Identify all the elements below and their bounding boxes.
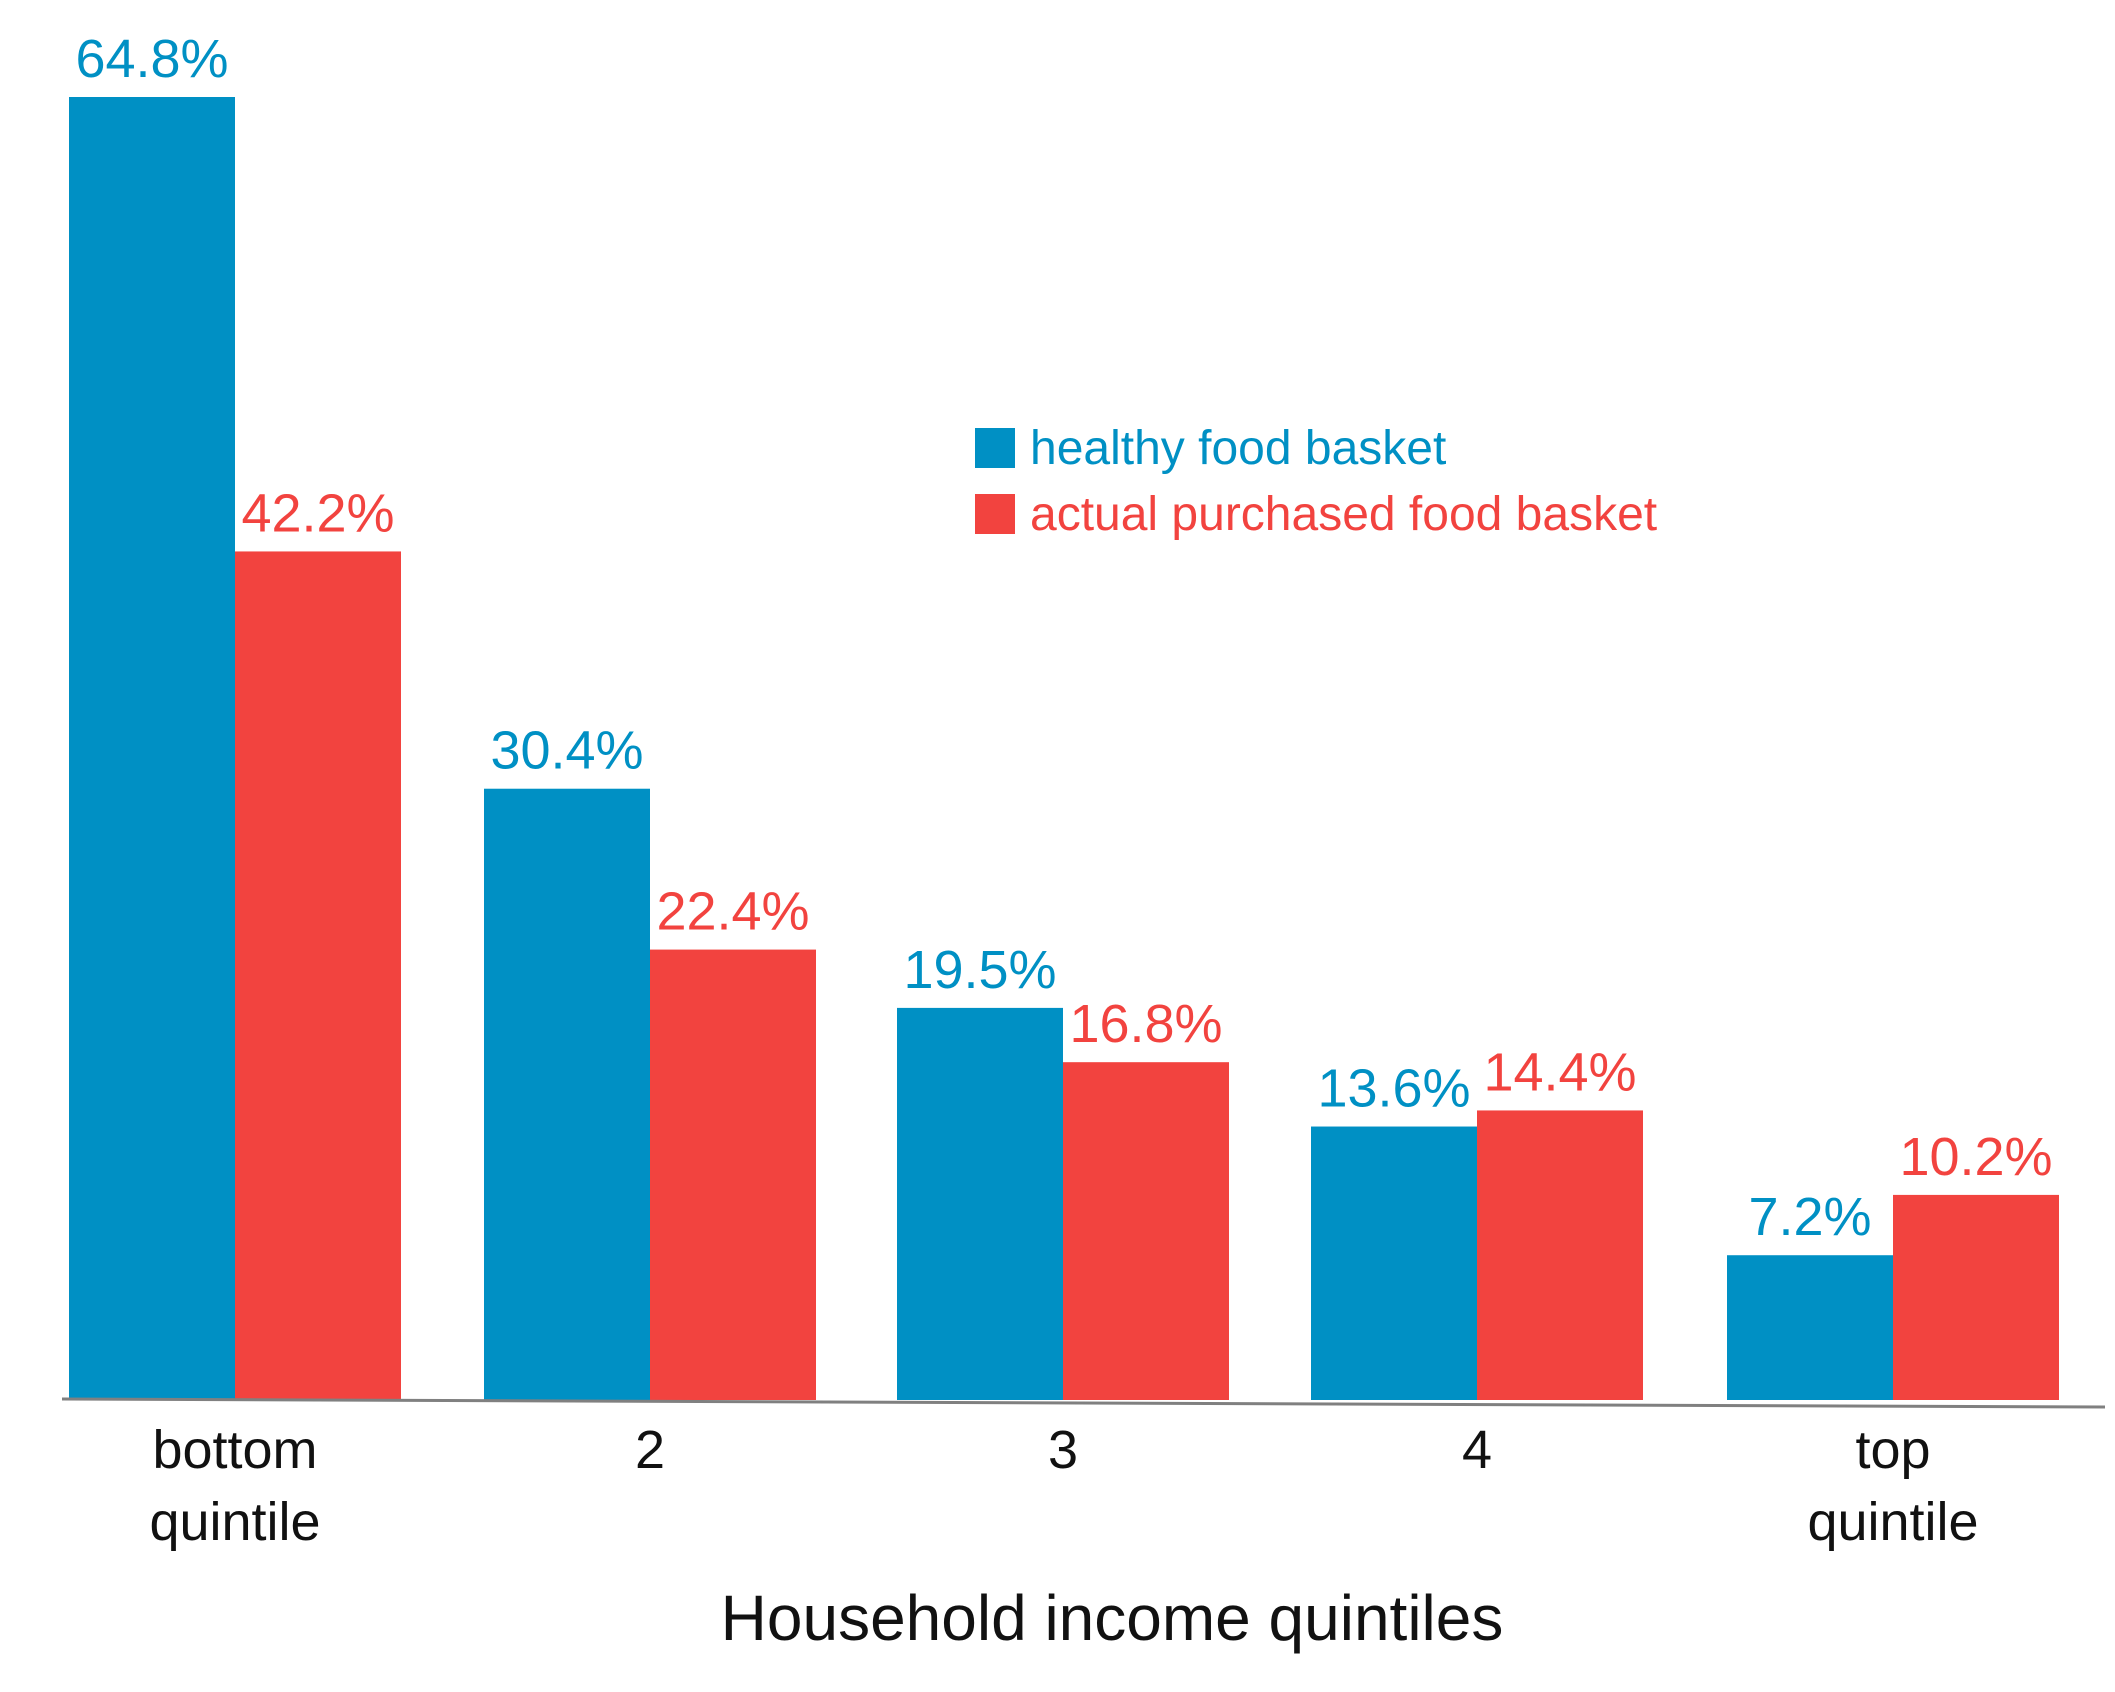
x-tick-label-0-0: bottom [152, 1420, 317, 1480]
value-labels-group: 64.8% 30.4% 19.5% 13.6% 7.2% 42.2% 22.4% 16.8% 1… [75, 29, 2052, 1247]
bar-healthy-3 [1311, 1126, 1477, 1400]
value-label-healthy-4: 7.2% [1748, 1187, 1871, 1247]
bar-actual-0 [235, 551, 401, 1400]
x-tick-label-4-0: top [1855, 1420, 1930, 1480]
bar-healthy-4 [1727, 1255, 1893, 1400]
bar-actual-3 [1477, 1110, 1643, 1400]
value-label-healthy-2: 19.5% [903, 940, 1056, 1000]
x-tick-label-4-1: quintile [1807, 1492, 1978, 1552]
bar-healthy-0 [69, 97, 235, 1400]
x-tick-label-2-0: 3 [1048, 1420, 1078, 1480]
bar-actual-2 [1063, 1062, 1229, 1400]
x-tick-labels-group: bottom quintile 2 3 4 top quintile [149, 1420, 1978, 1552]
value-label-healthy-3: 13.6% [1317, 1059, 1470, 1119]
value-label-actual-0: 42.2% [241, 483, 394, 543]
legend-swatch-1 [975, 494, 1015, 534]
legend-swatch-0 [975, 428, 1015, 468]
x-axis-line [61, 1397, 2106, 1409]
bar-actual-4 [1893, 1194, 2059, 1400]
value-label-actual-3: 14.4% [1483, 1042, 1636, 1102]
bar-healthy-2 [897, 1007, 1063, 1400]
x-axis-label: Household income quintiles [721, 1582, 1504, 1654]
value-label-actual-4: 10.2% [1899, 1127, 2052, 1187]
x-tick-label-3-0: 4 [1462, 1420, 1492, 1480]
value-label-healthy-1: 30.4% [490, 721, 643, 781]
bar-healthy-1 [484, 788, 650, 1400]
bars-group [69, 97, 2059, 1400]
value-label-actual-2: 16.8% [1069, 994, 1222, 1054]
x-tick-label-1-0: 2 [635, 1420, 665, 1480]
legend-label-1: actual purchased food basket [1030, 488, 1657, 541]
bar-actual-1 [650, 949, 816, 1400]
legend: healthy food basket actual purchased food… [975, 422, 1657, 541]
x-tick-label-0-1: quintile [149, 1492, 320, 1552]
value-label-actual-1: 22.4% [656, 882, 809, 942]
legend-label-0: healthy food basket [1030, 422, 1446, 475]
value-label-healthy-0: 64.8% [75, 29, 228, 89]
